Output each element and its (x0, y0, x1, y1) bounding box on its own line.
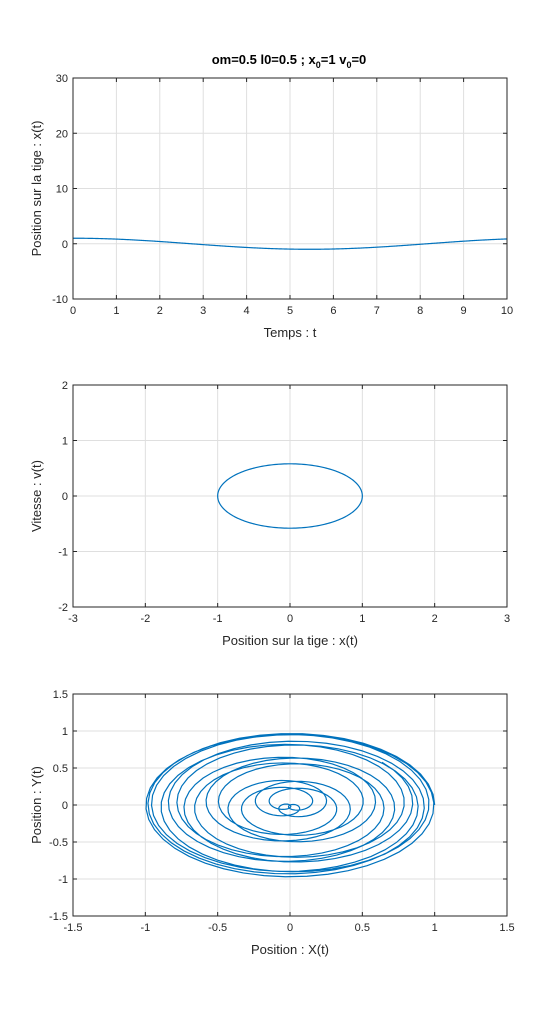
x-tick-label: 2 (432, 613, 438, 625)
x-tick-label: -3 (68, 613, 78, 625)
x-tick-label: 3 (200, 305, 206, 317)
y-tick-label: -2 (58, 602, 68, 614)
x-tick-label: -2 (140, 613, 150, 625)
x-tick-label: 3 (504, 613, 510, 625)
series-line (145, 733, 436, 878)
y-tick-label: 2 (62, 380, 68, 392)
subplot-3: -1.5 -1 -0.5 0 0.5 1 1.5 -1.5 -1 -0.5 0 0.5 1 1.5 Posi… (29, 689, 515, 957)
x-tick-label: 8 (417, 305, 423, 317)
y-axis-label: Vitesse : v(t) (29, 460, 44, 532)
x-tick-label: 0 (287, 613, 293, 625)
y-tick-label: 1 (62, 436, 68, 448)
x-axis-label: Position : X(t) (251, 942, 329, 957)
y-tick-label: -1 (58, 874, 68, 886)
x-tick-label: 5 (287, 305, 293, 317)
x-axis-label: Temps : t (264, 325, 317, 340)
x-axis-label: Position sur la tige : x(t) (222, 633, 358, 648)
x-tick-label: 7 (374, 305, 380, 317)
x-tick-label: 1 (113, 305, 119, 317)
x-tick-label: 9 (461, 305, 467, 317)
figure-title: om=0.5 l0=0.5 ; x0=1 v0=0 (212, 52, 367, 70)
y-tick-label: 30 (56, 73, 68, 85)
x-tick-label: 0 (70, 305, 76, 317)
x-tick-label: -1 (140, 922, 150, 934)
x-tick-label: -1.5 (64, 922, 83, 934)
x-tick-label: 1 (432, 922, 438, 934)
x-tick-label: 1.5 (499, 922, 514, 934)
series-line (72, 237, 508, 250)
x-tick-label: 4 (244, 305, 250, 317)
x-tick-label: 0.5 (355, 922, 370, 934)
y-tick-label: -1 (58, 547, 68, 559)
y-tick-label: 20 (56, 128, 68, 140)
y-tick-label: 1 (62, 726, 68, 738)
y-tick-label: 0 (62, 491, 68, 503)
y-tick-label: 1.5 (53, 689, 68, 701)
x-tick-label: 0 (287, 922, 293, 934)
y-tick-label: 0 (62, 800, 68, 812)
y-axis-label: Position sur la tige : x(t) (29, 121, 44, 257)
y-tick-label: 0 (62, 239, 68, 251)
x-tick-label: 10 (501, 305, 513, 317)
x-tick-label: -0.5 (208, 922, 227, 934)
y-tick-label: 10 (56, 184, 68, 196)
x-tick-label: 2 (157, 305, 163, 317)
x-tick-label: 1 (359, 613, 365, 625)
series-line (217, 463, 363, 529)
y-tick-label: 0.5 (53, 763, 68, 775)
y-tick-label: -1.5 (49, 911, 68, 923)
x-tick-label: -1 (213, 613, 223, 625)
x-tick-label: 6 (330, 305, 336, 317)
y-tick-label: -0.5 (49, 837, 68, 849)
y-axis-label: Position : Y(t) (29, 766, 44, 844)
y-tick-label: -10 (52, 294, 68, 306)
